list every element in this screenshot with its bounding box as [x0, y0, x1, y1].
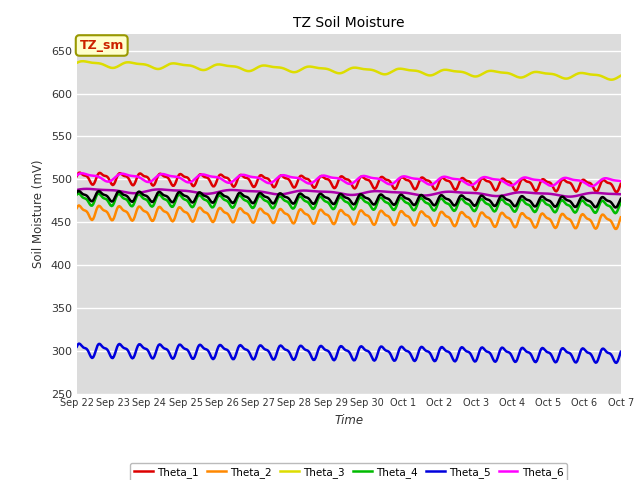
Theta_7: [398, 190, 406, 195]
Theta_3: [73, 60, 81, 66]
Theta_7: [83, 186, 90, 192]
Theta_1: [605, 180, 612, 186]
Line: Theta_avg: Theta_avg: [77, 191, 621, 207]
X-axis label: Time: Time: [334, 414, 364, 427]
Theta_6: [398, 174, 406, 180]
Theta_3: [369, 67, 376, 73]
Theta_6: [617, 178, 625, 184]
Theta_1: [520, 176, 527, 182]
Theta_avg: [398, 192, 406, 198]
Theta_3: [332, 70, 340, 75]
Theta_5: [332, 354, 340, 360]
Theta_7: [336, 191, 344, 196]
Theta_4: [369, 206, 376, 212]
Theta_4: [336, 194, 344, 200]
Theta_4: [520, 198, 527, 204]
Theta_1: [612, 189, 620, 195]
Theta_2: [336, 208, 344, 214]
Theta_5: [605, 350, 612, 356]
Line: Theta_4: Theta_4: [77, 193, 621, 213]
Theta_6: [73, 172, 81, 178]
Theta_5: [369, 355, 376, 361]
Text: TZ_sm: TZ_sm: [79, 39, 124, 52]
Theta_5: [612, 360, 620, 366]
Line: Theta_7: Theta_7: [77, 189, 621, 197]
Theta_5: [75, 341, 83, 347]
Theta_6: [332, 175, 340, 181]
Theta_avg: [611, 204, 619, 210]
Theta_7: [73, 187, 81, 193]
Theta_2: [398, 208, 406, 214]
Theta_4: [74, 191, 82, 196]
Theta_avg: [605, 198, 612, 204]
Theta_avg: [520, 194, 527, 200]
Theta_1: [73, 173, 81, 179]
Theta_4: [611, 210, 619, 216]
Theta_3: [607, 77, 615, 83]
Theta_1: [617, 181, 625, 187]
Theta_avg: [617, 196, 625, 202]
Line: Theta_3: Theta_3: [77, 61, 621, 80]
Line: Theta_6: Theta_6: [77, 173, 621, 186]
Theta_7: [332, 190, 340, 195]
Line: Theta_5: Theta_5: [77, 344, 621, 363]
Theta_avg: [73, 190, 81, 195]
Theta_3: [336, 71, 344, 76]
Theta_4: [73, 192, 81, 197]
Theta_3: [605, 76, 612, 82]
Theta_1: [336, 175, 344, 181]
Theta_3: [398, 66, 406, 72]
Theta_5: [520, 346, 527, 351]
Line: Theta_2: Theta_2: [77, 205, 621, 229]
Title: TZ Soil Moisture: TZ Soil Moisture: [293, 16, 404, 30]
Theta_4: [398, 195, 406, 201]
Theta_3: [79, 59, 86, 64]
Theta_2: [611, 226, 619, 232]
Theta_2: [617, 215, 625, 220]
Theta_1: [398, 174, 406, 180]
Theta_1: [76, 170, 84, 176]
Theta_2: [73, 205, 81, 211]
Theta_1: [369, 183, 376, 189]
Theta_5: [617, 349, 625, 355]
Theta_5: [398, 344, 406, 349]
Theta_3: [617, 73, 625, 79]
Theta_3: [520, 74, 527, 80]
Theta_avg: [332, 198, 340, 204]
Theta_avg: [336, 192, 344, 197]
Theta_6: [588, 183, 595, 189]
Theta_7: [520, 190, 527, 195]
Theta_6: [520, 175, 527, 180]
Theta_5: [336, 345, 344, 350]
Theta_6: [606, 176, 614, 182]
Theta_4: [332, 202, 340, 207]
Theta_2: [605, 216, 612, 222]
Theta_2: [75, 203, 83, 208]
Theta_2: [332, 217, 340, 223]
Theta_6: [369, 175, 376, 181]
Theta_1: [332, 183, 340, 189]
Y-axis label: Soil Moisture (mV): Soil Moisture (mV): [32, 159, 45, 268]
Theta_2: [369, 220, 376, 226]
Theta_4: [605, 203, 612, 209]
Theta_7: [606, 191, 614, 197]
Theta_4: [617, 199, 625, 205]
Theta_2: [520, 211, 527, 217]
Theta_avg: [369, 201, 376, 206]
Theta_avg: [75, 188, 83, 194]
Theta_7: [617, 192, 625, 197]
Line: Theta_1: Theta_1: [77, 173, 621, 192]
Theta_7: [369, 189, 376, 194]
Theta_5: [73, 344, 81, 349]
Theta_6: [336, 176, 344, 181]
Theta_7: [566, 194, 573, 200]
Theta_6: [79, 170, 86, 176]
